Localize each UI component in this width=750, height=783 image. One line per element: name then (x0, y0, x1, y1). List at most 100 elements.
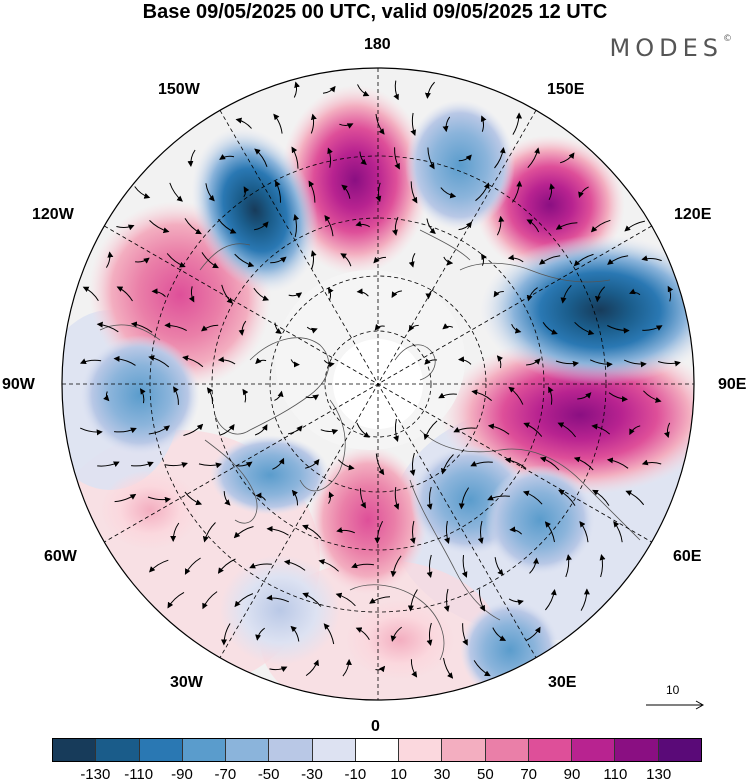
wind-vector (170, 522, 180, 542)
colorbar-swatch (442, 739, 486, 761)
wind-vectors (79, 80, 681, 679)
wind-vector (173, 386, 179, 405)
wind-vector (308, 180, 316, 203)
wind-vector (493, 290, 504, 298)
wind-vector (220, 623, 231, 646)
wind-vector (79, 427, 103, 436)
colorbar-tick-label: -50 (257, 766, 280, 783)
wind-vector (393, 418, 399, 442)
wind-vector (96, 321, 119, 333)
wind-vector (453, 426, 476, 433)
wind-vector (579, 520, 589, 543)
wind-vector (272, 457, 285, 470)
brand-name: MODES (609, 34, 723, 62)
wind-vector (529, 557, 540, 574)
wind-vector (390, 626, 402, 642)
brand-copyright-mark: © (723, 34, 732, 44)
wind-vector (113, 355, 136, 366)
wind-vector (274, 322, 282, 334)
colorbar-swatch (615, 739, 659, 761)
wind-vector (481, 253, 487, 266)
wind-vector (169, 182, 183, 202)
east-siberia-trough (480, 235, 694, 385)
wind-vector (336, 527, 356, 534)
wind-vector (375, 453, 385, 476)
wind-vector (539, 255, 561, 265)
wind-vector (427, 147, 435, 170)
wind-vector (542, 322, 558, 335)
wind-vector (426, 218, 436, 235)
wind-vector (266, 594, 290, 603)
wind-vector (629, 288, 641, 296)
wind-vector (512, 112, 523, 135)
lon-label-150w: 150W (158, 81, 200, 98)
colorbar-tick-label: -30 (301, 766, 323, 783)
wind-vector (184, 218, 202, 235)
wind-vector (233, 526, 254, 539)
colorbar-swatch (312, 739, 356, 761)
wind-vector (440, 454, 454, 475)
wind-vector (235, 117, 252, 129)
wind-vector (590, 219, 611, 233)
wind-vector (302, 524, 322, 539)
wind-vector (408, 253, 416, 268)
wind-vector (293, 81, 300, 98)
wind-vector (526, 358, 541, 366)
wind-vector (375, 113, 385, 135)
wind-vector (356, 288, 369, 297)
wind-vector (255, 627, 265, 641)
north-atlantic-ridge (308, 445, 428, 595)
wind-vector (182, 355, 204, 368)
wind-vector (473, 660, 491, 677)
wind-vector (305, 394, 320, 401)
wind-vector (134, 186, 151, 199)
wind-vector (663, 422, 671, 439)
wind-vector (496, 355, 504, 369)
wind-vector (444, 520, 450, 544)
wind-vector (274, 390, 284, 401)
wind-vector (458, 221, 473, 231)
wind-vector (221, 284, 234, 304)
wind-vector (202, 522, 216, 543)
wind-vector (539, 456, 560, 471)
wind-vector (557, 422, 577, 438)
wind-vector (624, 220, 645, 232)
wind-vector (270, 256, 287, 264)
wind-vector (443, 657, 454, 679)
wind-vector (305, 659, 319, 677)
wind-vector (565, 554, 572, 578)
wind-vector (511, 180, 523, 203)
wind-vector (130, 321, 153, 333)
wind-vector (249, 562, 272, 569)
wind-vector (508, 598, 524, 606)
wind-vector (623, 359, 647, 368)
wind-vector (219, 423, 235, 436)
wind-vector (526, 219, 540, 233)
wind-vector (116, 224, 135, 231)
colorbar-swatch (96, 739, 140, 761)
wind-vector (223, 491, 231, 506)
wind-vector (594, 286, 606, 303)
wind-vector (290, 625, 300, 642)
wind-vector (494, 147, 506, 169)
wind-vector (318, 558, 339, 572)
colorbar (52, 738, 702, 762)
wind-vector (641, 255, 662, 262)
alaska-trough (191, 127, 319, 293)
reference-arrow-icon (646, 700, 705, 710)
wind-vector (492, 627, 507, 641)
bering-trough (405, 100, 515, 230)
wind-vector (149, 220, 170, 234)
wind-vector (507, 254, 524, 263)
wind-vector (131, 461, 154, 468)
wind-vector (105, 251, 114, 268)
colorbar-swatch (53, 739, 97, 761)
colorbar-tick-label: -70 (214, 766, 237, 783)
wind-vector (642, 325, 663, 331)
lon-label-30e: 30E (548, 674, 577, 691)
wind-vector (560, 284, 572, 304)
wind-vector (283, 559, 306, 571)
colorbar-swatch (269, 739, 313, 761)
lon-label-120e: 120E (674, 206, 712, 223)
